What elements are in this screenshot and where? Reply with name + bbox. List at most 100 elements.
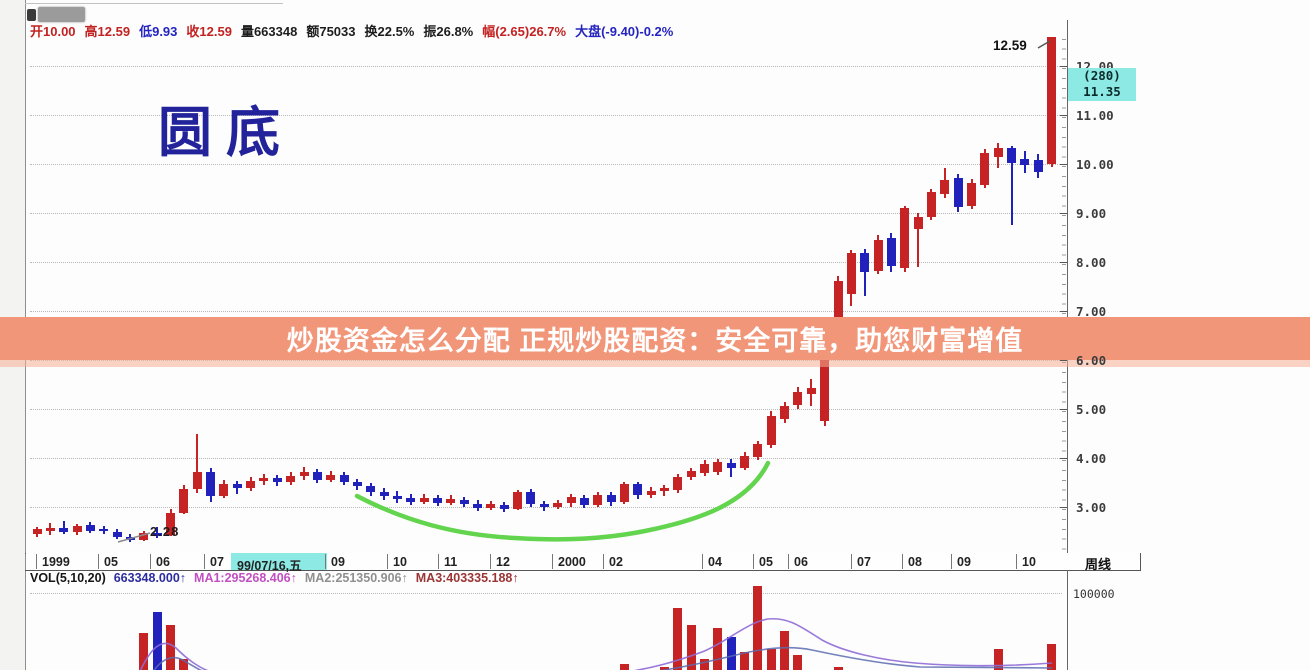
candle-body [232,484,242,489]
quote-field: 收12.59 [186,24,232,39]
candle-body [846,253,856,294]
volume-axis-label: 100000 [1073,587,1115,601]
date-tick [1016,554,1017,569]
candle-body [766,416,776,446]
candle-body [32,529,42,534]
axis-tick [1060,507,1067,508]
price-label: 7.00 [1076,304,1107,319]
candle-body [72,525,82,533]
candle-body [166,512,175,536]
price-label: 3.00 [1076,500,1107,515]
axis-tick [1060,164,1067,165]
volume-gridline [30,593,1062,594]
date-label: 07 [210,555,224,569]
candle-body [806,388,816,395]
date-tick [753,554,754,569]
date-label: 04 [708,555,722,569]
candle-wick [1010,146,1013,225]
date-axis-bottom-border [25,570,1140,571]
last-price-callout: 12.59 [993,38,1027,53]
gridline [30,115,1062,116]
date-label: 2000 [558,555,586,569]
date-label: 09 [957,555,971,569]
candle-wick [863,249,866,297]
candle-body [112,531,122,538]
price-label: 6.00 [1076,353,1107,368]
quote-field: 额75033 [306,24,356,39]
axis-tick [1060,409,1067,410]
volume-indicator-header: VOL(5,10,20) 663348.000↑ MA1:295268.406↑ MA… [30,571,527,585]
axis-tick [1060,262,1067,263]
candle-body [45,527,55,531]
date-tick [902,554,903,569]
quote-field: 换22.5% [364,24,415,39]
volume-indicator-segment: VOL(5,10,20) [30,571,106,585]
candle-body [272,477,282,483]
price-label: 9.00 [1076,206,1107,221]
date-tick [603,554,604,569]
candle-wick [196,433,199,494]
volume-indicator-segment: MA1:295268.406↑ [194,571,297,585]
date-tick [552,554,553,569]
date-label: 11 [444,555,458,569]
app-logo-icon [27,9,36,21]
current-price-marker[interactable]: (280) 11.35 [1068,68,1136,101]
quote-field: 低9.93 [139,24,178,39]
candle-body [219,484,229,497]
date-tick [150,554,151,569]
period-cell-border [1140,553,1141,571]
candle-body [833,280,843,346]
gridline [30,66,1062,67]
price-label: 4.00 [1076,451,1107,466]
axis-tick [1060,360,1067,361]
candle-body [953,177,963,208]
candle-body [206,471,216,497]
candle-body [99,529,109,532]
date-tick [387,554,388,569]
censored-title [38,7,85,22]
price-label: 8.00 [1076,255,1107,270]
date-label: 05 [759,555,773,569]
date-tick [788,554,789,569]
quote-header: 开10.00 高12.59 低9.93 收12.59 量663348 额75033 换22.… [30,21,682,39]
candle-body [152,533,162,537]
candle-body [312,471,322,480]
date-label: 06 [794,555,808,569]
candle-body [900,208,910,268]
candle-body [993,148,1003,157]
pattern-annotation: 圆底 [158,103,294,163]
price-label: 11.00 [1076,108,1114,123]
quote-field: 幅(2.65)26.7% [482,24,567,39]
price-axis-minor-ticks [1062,30,1066,552]
quote-field: 振26.8% [423,24,474,39]
candle-body [940,179,950,195]
candle-body [326,474,336,480]
quote-field: 量663348 [240,24,298,39]
gridline [30,409,1062,410]
ad-banner-edge [0,360,1310,367]
candle-body [192,471,202,490]
axis-tick [1060,458,1067,459]
candle-body [59,527,69,533]
quote-field: 开10.00 [30,24,76,39]
selected-date-highlight[interactable] [231,553,327,570]
marker-price: 11.35 [1083,84,1121,99]
gridline [30,311,1062,312]
date-tick [702,554,703,569]
date-tick [490,554,491,569]
period-label[interactable]: 周线 [1085,557,1112,572]
axis-tick [1060,213,1067,214]
candle-body [1007,148,1017,163]
candle-body [793,391,803,406]
date-label: 1999 [42,555,70,569]
date-label: 09 [331,555,345,569]
ad-banner[interactable]: 炒股资金怎么分配 正规炒股配资：安全可靠，助您财富增值 [0,317,1310,360]
window-top-edge [25,3,283,4]
candle-body [820,345,830,422]
candle-body [780,406,790,419]
candle-body [980,153,990,185]
candle-body [967,182,976,206]
gridline [30,164,1062,165]
